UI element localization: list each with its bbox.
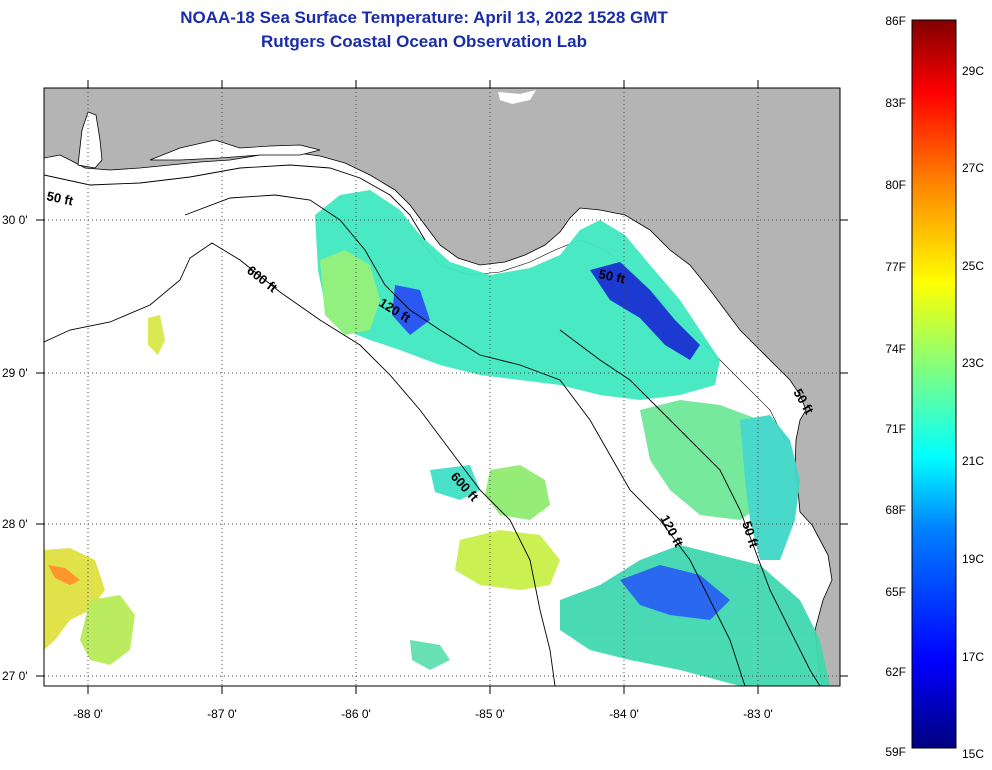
colorbar [911, 19, 957, 749]
sst-patch-isolated [148, 315, 165, 355]
colorbar-f-labels: 86F 83F 80F 77F 74F 71F 68F 65F 62F 59F [885, 14, 906, 759]
pensacola-bay [149, 139, 321, 161]
cbar-c-23: 23C [962, 356, 984, 370]
lat-label-28: 28 0' [2, 517, 28, 531]
inland-lake [498, 90, 536, 104]
cbar-f-65: 65F [885, 585, 906, 599]
map-gridlines [44, 88, 840, 686]
cbar-c-21: 21C [962, 454, 984, 468]
lat-label-30: 30 0' [2, 213, 28, 227]
lon-label-85: -85 0' [475, 707, 505, 721]
cbar-c-17: 17C [962, 650, 984, 664]
depth-label-50ft-west: 50 ft [45, 188, 75, 208]
map-frame [43, 87, 841, 687]
map-ticks [36, 80, 848, 694]
cbar-c-29: 29C [962, 64, 984, 78]
lon-label-88: -88 0' [73, 707, 103, 721]
map-content: 50 ft 600 ft 120 ft 600 ft 120 ft 50 ft … [44, 88, 840, 686]
lat-label-27: 27 0' [2, 669, 28, 683]
mobile-bay [77, 111, 103, 169]
sst-patch-cold-coast [590, 262, 700, 360]
sst-patch-south-blue [620, 565, 730, 620]
lat-label-29: 29 0' [2, 366, 28, 380]
depth-label-50ft-northeast: 50 ft [597, 266, 627, 286]
sst-patch-central2 [485, 465, 550, 520]
cbar-f-86: 86F [885, 14, 906, 28]
cbar-f-83: 83F [885, 96, 906, 110]
depth-contours [44, 164, 821, 686]
cbar-c-27: 27C [962, 161, 984, 175]
cbar-c-25: 25C [962, 259, 984, 273]
sst-patch-sw-warm [48, 565, 80, 585]
cbar-f-71: 71F [885, 422, 906, 436]
contour-50ft-west [44, 164, 426, 241]
cbar-f-68: 68F [885, 503, 906, 517]
sst-patch-small1 [410, 640, 450, 670]
contour-600ft [44, 242, 556, 686]
sst-patch-cold-coast2 [392, 285, 430, 335]
contour-120ft [184, 194, 746, 686]
contour-50ft-east [559, 329, 821, 686]
cbar-c-15: 15C [962, 747, 984, 761]
cbar-f-77: 77F [885, 260, 906, 274]
colorbar-c-labels: 29C 27C 25C 23C 21C 19C 17C 15C [962, 64, 984, 761]
sst-patch-bigbend [315, 190, 720, 400]
sst-patch-central [455, 530, 560, 590]
cbar-c-19: 19C [962, 552, 984, 566]
lon-label-84: -84 0' [609, 707, 639, 721]
cbar-f-62: 62F [885, 665, 906, 679]
sst-patch-bigbend-green [320, 250, 380, 335]
lon-label-83: -83 0' [743, 707, 773, 721]
sst-patch-sw2 [80, 595, 135, 665]
cbar-f-74: 74F [885, 342, 906, 356]
cbar-f-59: 59F [885, 745, 906, 759]
cbar-f-80: 80F [885, 178, 906, 192]
lon-label-87: -87 0' [207, 707, 237, 721]
land-mass [44, 88, 840, 686]
map-title: NOAA-18 Sea Surface Temperature: April 1… [180, 8, 668, 27]
map-subtitle: Rutgers Coastal Ocean Observation Lab [261, 32, 587, 51]
lon-label-86: -86 0' [341, 707, 371, 721]
